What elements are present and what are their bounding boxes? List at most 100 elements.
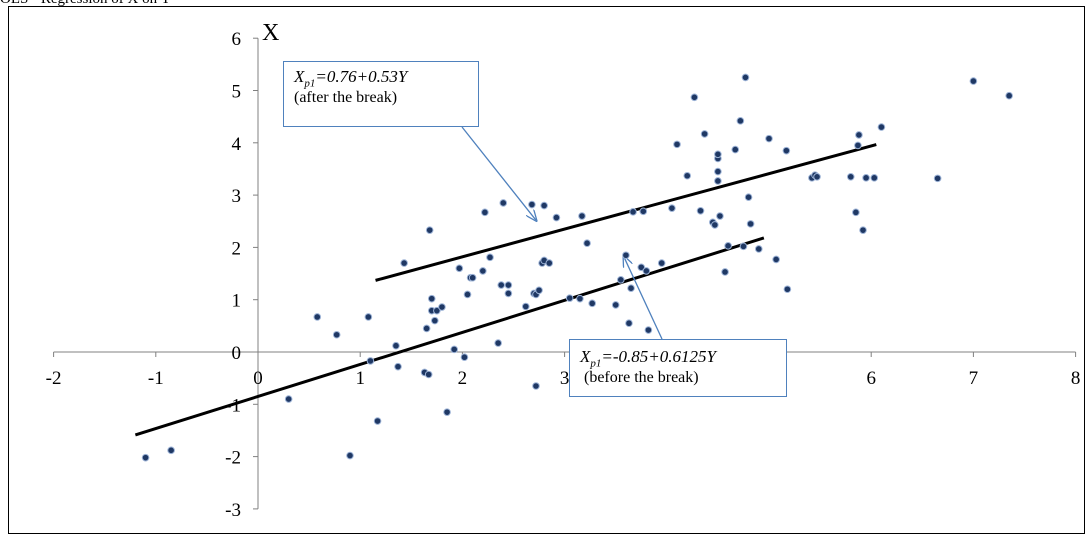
data-point [642, 267, 651, 275]
arrow-before-break [624, 257, 663, 340]
x-tick-label: 0 [253, 368, 263, 389]
data-point [690, 93, 699, 102]
data-point [622, 251, 630, 260]
data-point [617, 276, 625, 284]
y-tick-label: 0 [232, 343, 242, 364]
y-tick-label: 3 [232, 186, 242, 207]
data-point [313, 313, 322, 321]
data-point [424, 370, 433, 379]
data-point [696, 206, 705, 215]
callout-before-break: Xp1=-0.85+0.6125Y (before the break) [569, 339, 787, 397]
data-point [969, 77, 978, 85]
data-point [746, 220, 755, 228]
data-point [576, 294, 584, 303]
data-point [639, 207, 648, 216]
data-point [540, 201, 548, 210]
data-point [463, 290, 472, 299]
data-point [545, 259, 554, 267]
header-text: OLS - Regression of X on Y [0, 0, 171, 8]
data-point [625, 319, 633, 328]
callout-after-break: Xp1=0.76+0.53Y (after the break) [283, 61, 479, 127]
data-point [714, 150, 722, 159]
data-point [167, 446, 175, 455]
data-point [813, 172, 821, 181]
data-point [392, 341, 400, 350]
chart-frame [8, 6, 1085, 534]
data-point [683, 171, 692, 180]
data-point [450, 345, 459, 354]
data-point [284, 395, 293, 403]
y-tick-label: -2 [225, 448, 241, 469]
data-point [862, 174, 870, 182]
data-point [373, 417, 382, 425]
data-point [627, 284, 635, 292]
data-point [852, 208, 860, 217]
data-point [870, 174, 879, 182]
data-point [877, 123, 886, 131]
data-point [552, 213, 561, 222]
callout-before-note: (before the break) [584, 369, 699, 387]
data-point [629, 208, 637, 216]
data-point [479, 267, 487, 275]
data-point [481, 208, 489, 217]
data-point [521, 302, 530, 311]
x-tick-label: 8 [1071, 368, 1081, 389]
data-point [394, 362, 402, 371]
y-tick-label: 1 [232, 291, 242, 312]
data-point [486, 253, 494, 262]
data-point [468, 273, 477, 282]
data-point [499, 199, 508, 207]
data-point [673, 140, 681, 149]
data-point [724, 242, 732, 250]
data-point [366, 357, 375, 365]
data-point [668, 204, 676, 212]
callout-after-equation: Xp1=0.76+0.53Y [294, 67, 408, 90]
y-tick-label: 5 [232, 82, 242, 103]
y-tick-label: 4 [232, 134, 242, 155]
data-point [497, 281, 506, 289]
data-point [765, 134, 773, 143]
y-tick-label: 6 [232, 29, 242, 50]
data-point [438, 303, 446, 311]
data-point [583, 239, 591, 248]
data-point [364, 313, 373, 321]
data-point [711, 221, 719, 229]
callout-arrows [461, 126, 663, 340]
callout-before-equation: Xp1=-0.85+0.6125Y [580, 347, 716, 370]
data-points [141, 73, 1013, 462]
data-point [535, 286, 543, 295]
data-point [754, 245, 763, 253]
data-point [854, 141, 862, 150]
data-point [532, 382, 540, 390]
x-tick-label: -1 [148, 368, 164, 389]
y-tick-label: 2 [232, 238, 242, 259]
data-point [425, 226, 434, 234]
tick-labels: -2-1012345678-3-2-10123456 [46, 29, 1081, 521]
data-point [716, 212, 724, 220]
y-tick-label: -3 [225, 500, 241, 521]
x-tick-label: 6 [866, 368, 876, 389]
data-point [141, 453, 150, 462]
x-tick-label: 1 [355, 368, 365, 389]
data-point [565, 294, 574, 302]
data-point [714, 167, 722, 176]
data-point [859, 226, 867, 234]
data-point [846, 172, 855, 181]
data-point [744, 193, 753, 201]
data-point [644, 326, 653, 334]
fit-lines [134, 143, 877, 437]
data-point [332, 330, 341, 339]
data-point [1005, 91, 1013, 100]
data-point [427, 294, 436, 303]
data-point [741, 73, 750, 82]
data-point [721, 268, 729, 276]
y-axis-title: X [262, 20, 279, 46]
data-point [739, 242, 748, 251]
data-point [782, 146, 791, 155]
data-point [714, 177, 722, 185]
callout-after-note: (after the break) [294, 89, 398, 107]
data-point [637, 263, 646, 272]
data-point [700, 130, 709, 138]
data-point [422, 324, 431, 333]
